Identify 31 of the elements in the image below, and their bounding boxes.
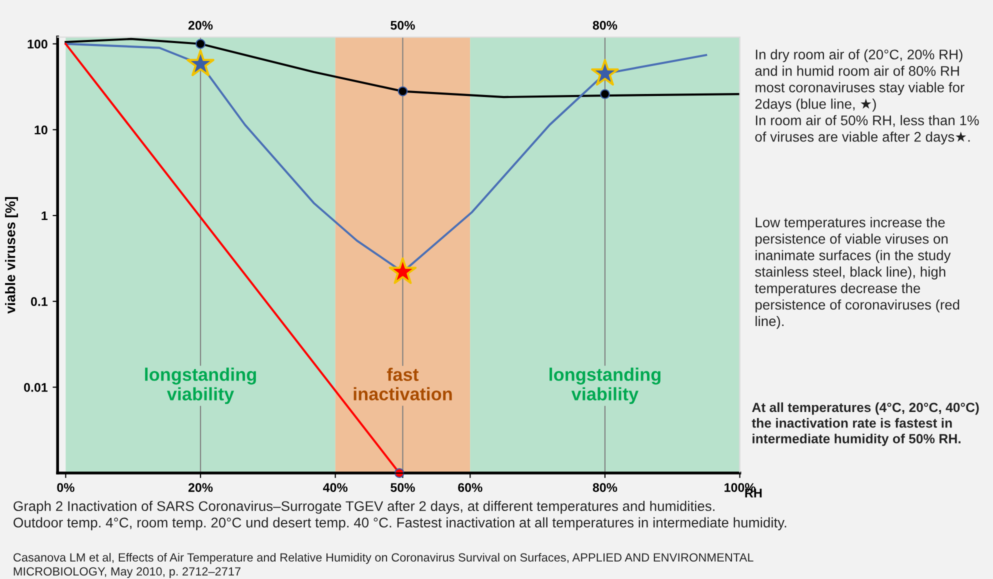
y-tick-label: 100: [28, 40, 48, 49]
y-tick-label: 10: [34, 125, 48, 134]
y-tick-label: 0.01: [24, 383, 48, 392]
text: Casanova LM et al, Effects of Air Temperature and Relative Humidity on Coronavirus Survival on Surfaces, APPLIED AND ENVIRONMENTAL MICROBIOLOGY, May 2010, p. 2712–2717: [14, 552, 754, 578]
point: [591, 59, 619, 86]
x2-tick-label: 80%: [592, 20, 618, 30]
point: [394, 468, 404, 478]
text: At all temperatures (4°C, 20°C, 40°C) the inactivation rate is fastest in intermediate humidity of 50% RH.: [752, 402, 979, 446]
point: [186, 50, 214, 76]
y-axis-title: viable viruses [%]: [5, 197, 18, 314]
band-label: fast inactivation: [354, 368, 452, 400]
x-tick-label: 40%: [323, 483, 348, 492]
x-tick-label: 80%: [592, 483, 618, 492]
band-label: longstanding viability: [550, 368, 660, 404]
y-tick-label: 1: [42, 211, 48, 220]
caption: Graph 2 Inactivation of SARS Coronavirus–Surrogate TGEV after 2 days, at different temperatures and humidities. Outdoor temp. 4°C, room temp. 20°C und desert temp. 40 °C. Fastest inactivation at all temperatures in intermediate humidity.: [14, 500, 786, 530]
text: In dry room air of (20°C, 20% RH) and in humid room air of 80% RH most coronaviruses stay viable for 2days (blue line, ★) In room air of 50% RH, less than 1% of viruses are viable after 2 days★.: [755, 49, 979, 145]
x-tick-label: 0%: [57, 483, 74, 492]
point: [388, 257, 417, 284]
x2-tick-label: 50%: [390, 20, 415, 30]
band-label: longstanding viability: [145, 368, 256, 404]
y-tick-label: 0.1: [30, 297, 48, 306]
line-series: [64, 38, 740, 98]
text: Low temperatures increase the persistence of viable viruses on inanimate surfaces (in the study stainless steel, black line), high temperatures decrease the persistence of coronaviruses (red line).: [754, 217, 960, 329]
point: [398, 86, 408, 96]
point: [600, 89, 610, 100]
point: [196, 38, 206, 49]
x-tick-label: 20%: [188, 483, 213, 492]
x2-tick-label: 20%: [188, 20, 213, 30]
x-tick-label: 50%: [390, 483, 415, 492]
x-tick-label: 60%: [458, 483, 482, 492]
